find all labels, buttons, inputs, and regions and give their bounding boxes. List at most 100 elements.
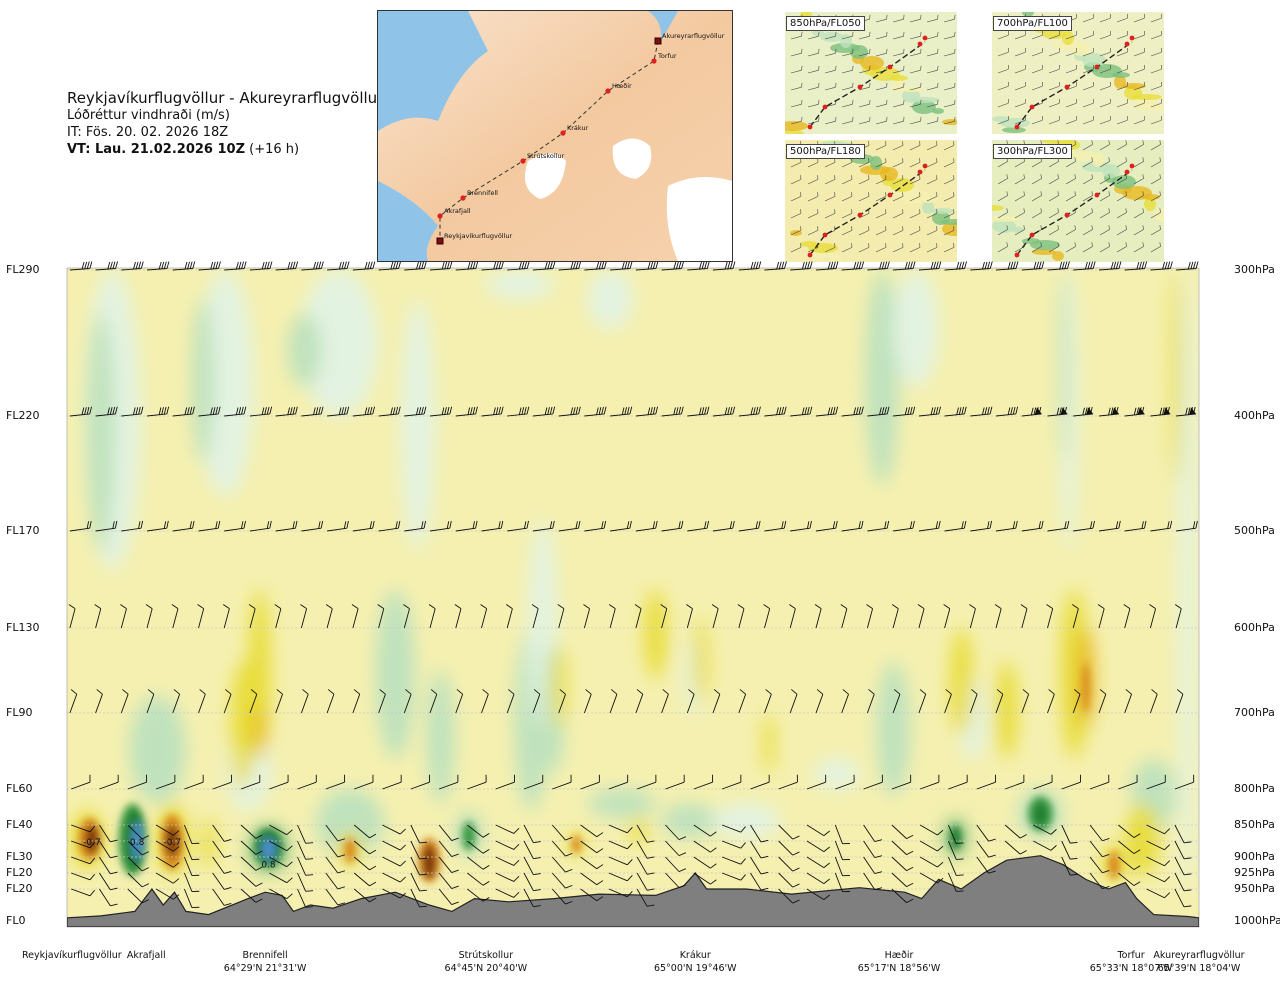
mini-map-barb-feather [903, 14, 905, 20]
mini-map-barb-feather [852, 65, 854, 71]
wind-barb-feather [428, 604, 436, 610]
wind-barb-feather [444, 261, 448, 270]
wind-barb-feather [429, 774, 431, 783]
wind-barb-feather [827, 261, 831, 270]
wind-barb [127, 774, 148, 790]
wind-barb [429, 520, 452, 532]
wind-barb-shaft [891, 856, 907, 871]
wind-barb-feather [578, 406, 581, 415]
mini-map-barb-feather [868, 158, 870, 163]
wind-barb-feather [255, 898, 263, 903]
wind-barb-shaft [580, 840, 598, 854]
wind-barb [429, 406, 453, 417]
mini-map-field-cell [940, 219, 957, 225]
mini-map-barb-feather [1040, 208, 1042, 213]
wind-barb-feather [1102, 885, 1110, 890]
wind-barb-shaft [610, 268, 631, 271]
wind-barb-feather [1151, 689, 1158, 695]
mini-map-barb-feather [886, 31, 888, 37]
mini-map-wind-barb [892, 14, 905, 23]
mini-map-barb-feather [1040, 140, 1042, 145]
mini-map-barb-shaft [841, 52, 853, 57]
mini-map-wind-barb [1099, 140, 1110, 151]
wind-barb-shaft [297, 888, 307, 908]
wind-barb [212, 856, 232, 874]
mini-map-barb-shaft [790, 162, 802, 168]
field-cell [587, 789, 656, 818]
mini-map-barb-shaft [909, 69, 921, 74]
wind-barb [737, 604, 745, 629]
wind-barb [661, 406, 684, 417]
wind-barb [300, 689, 309, 714]
wind-barb-feather [783, 520, 787, 529]
wind-barb-shaft [918, 608, 925, 629]
mini-map-barb-shaft [1048, 119, 1060, 125]
wind-barb-feather [286, 877, 293, 884]
wind-barb-shaft [382, 824, 401, 835]
mini-map-barb-feather [817, 226, 819, 231]
wind-barb [738, 520, 761, 532]
wind-barb-feather [910, 261, 913, 269]
wind-barb [919, 872, 944, 884]
wind-barb-feather [919, 689, 927, 695]
wind-barb [240, 774, 261, 790]
wind-barb [580, 872, 604, 886]
wind-barb-shaft [327, 413, 348, 417]
mini-map-barb-feather [1076, 81, 1077, 87]
wind-barb-shaft [1118, 856, 1135, 870]
wind-barb-feather [904, 261, 908, 270]
wind-barb-shaft [841, 527, 862, 532]
wind-barb-feather [315, 261, 319, 270]
mini-map-field-cell [932, 108, 944, 114]
wind-barb [212, 824, 232, 842]
wind-barb-feather [1074, 689, 1081, 695]
wind-barb [721, 824, 746, 833]
mini-map-wind-barb [824, 209, 836, 219]
mini-map-barb-feather [920, 99, 922, 105]
wind-barb-feather [518, 261, 522, 270]
wind-barb [661, 520, 684, 532]
wind-barb [325, 840, 346, 858]
wind-barb-shaft [635, 608, 642, 629]
wind-barb [301, 261, 324, 271]
mini-map-field-cell [810, 252, 834, 258]
wind-barb-feather [224, 854, 232, 858]
wind-barb-feather [781, 406, 784, 415]
mini-map-barb-feather [1110, 47, 1111, 53]
mini-map-barb-feather [1108, 208, 1110, 213]
wind-barb-shaft [778, 781, 798, 790]
mini-map-barb-shaft [997, 102, 1009, 108]
wind-barb-feather [1102, 853, 1110, 858]
wind-barb-shaft [249, 608, 256, 629]
mini-map-wind-barb [841, 82, 854, 91]
mini-map-barb-feather [868, 175, 870, 180]
mini-map-barb-feather [1108, 242, 1110, 247]
wind-barb [608, 872, 633, 882]
mini-map-wind-barb [841, 209, 853, 219]
wind-barb-feather [441, 261, 445, 270]
mini-map-barb-feather [801, 99, 803, 105]
wind-barb-feather [172, 894, 180, 900]
mini-map-field-cell [808, 243, 838, 253]
mini-map-barb-feather [1110, 98, 1111, 104]
wind-barb-shaft [841, 608, 848, 629]
wind-barb [584, 261, 607, 271]
wind-barb [970, 261, 993, 271]
wind-barb-shaft [353, 888, 370, 903]
mini-map-wind-barb [1048, 208, 1059, 219]
wind-barb-feather [981, 407, 985, 415]
wind-barb-feather [629, 406, 633, 415]
mini-map-wind-barb [1099, 30, 1111, 40]
wind-barb-feather [184, 407, 188, 415]
flight-level-label: FL20 [6, 866, 33, 879]
wind-barb-feather [647, 261, 651, 270]
field-value-label: -0.7 [83, 838, 101, 848]
mini-map-wind-barb [1133, 13, 1145, 23]
wind-barb-shaft [120, 608, 127, 629]
wind-barb-feather [1010, 261, 1014, 270]
wind-barb-feather [482, 864, 490, 870]
mini-map-barb-shaft [926, 69, 938, 74]
wind-barb-feather [937, 861, 944, 868]
mini-map-barb-shaft [1065, 119, 1077, 125]
wind-barb [382, 774, 402, 790]
